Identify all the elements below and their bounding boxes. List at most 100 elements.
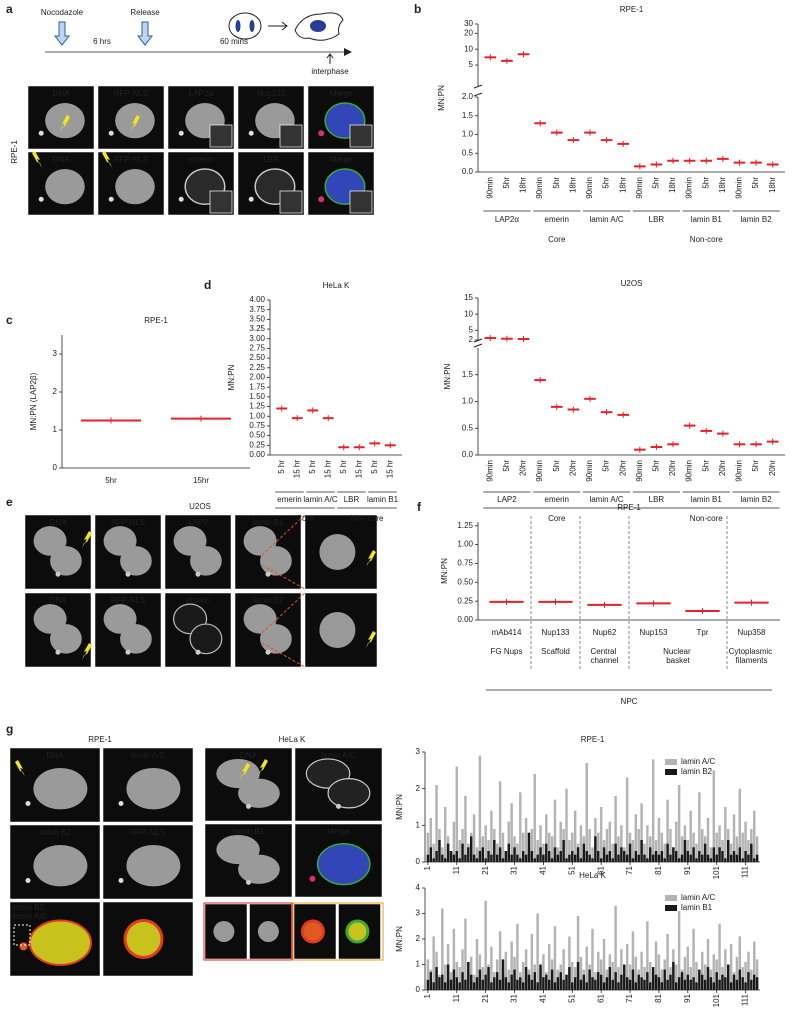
group-label: emerin: [277, 495, 301, 504]
bar: [455, 851, 458, 862]
bar: [559, 851, 562, 862]
legend-swatch: [665, 759, 677, 765]
category-label: 18hr: [718, 177, 727, 193]
bar: [582, 974, 586, 990]
bar: [666, 979, 669, 990]
bar: [545, 843, 548, 862]
bar: [556, 977, 560, 990]
bar: [597, 832, 600, 862]
y-tick-label: 0.0: [462, 167, 474, 176]
bar: [741, 858, 744, 862]
nucleus: [316, 842, 371, 886]
bar: [712, 954, 716, 990]
bar: [547, 944, 551, 990]
bar: [435, 851, 438, 862]
bar: [452, 969, 456, 990]
micronucleus-zoom: [257, 921, 279, 942]
bar: [516, 843, 519, 862]
bar: [675, 821, 678, 862]
x-tick-label: 31: [510, 865, 519, 874]
panel-label: d: [204, 278, 211, 292]
bar: [695, 858, 698, 862]
legend-swatch: [665, 905, 677, 911]
bar: [443, 807, 447, 862]
channel-label: Nup133: [257, 89, 286, 98]
category-label: 5hr: [751, 460, 760, 472]
panel-label: b: [414, 2, 421, 16]
cell-line-label: RPE-1: [88, 735, 112, 744]
micronucleus: [265, 649, 271, 655]
timeline-label: Nocodazole: [41, 8, 84, 17]
bar: [481, 847, 484, 862]
bar: [446, 964, 450, 990]
bar: [628, 843, 632, 862]
chart-title: HeLa K: [323, 281, 350, 290]
channel-label: DNA: [53, 155, 71, 164]
micronucleus: [25, 801, 31, 806]
category-label: 5hr: [652, 460, 661, 472]
panel-label: c: [6, 313, 13, 327]
micronucleus: [55, 571, 61, 577]
y-tick-label: 3: [416, 747, 421, 756]
category-label: 15 hr: [385, 460, 394, 479]
bar: [455, 977, 458, 990]
channel-label: lamin A/C: [131, 751, 165, 760]
bar: [426, 854, 430, 862]
bar: [545, 974, 548, 990]
micronucleus: [178, 196, 184, 202]
bar: [510, 854, 513, 862]
bar: [458, 858, 461, 862]
channel-label: lamin B1: [233, 827, 265, 836]
bar: [752, 941, 756, 990]
bar: [706, 818, 710, 862]
bar: [646, 825, 649, 862]
category-label: Nup153: [639, 628, 668, 637]
y-tick-label: 1.75: [249, 382, 265, 391]
chromosomes: [249, 20, 255, 32]
bar: [452, 821, 456, 862]
y-tick-label: 0.50: [249, 431, 265, 440]
bar: [527, 832, 531, 862]
channel-label: emerin: [186, 596, 210, 605]
bar: [597, 972, 600, 990]
bar: [695, 961, 698, 990]
bar: [712, 982, 716, 990]
group-label: lamin B2: [741, 495, 773, 504]
zoom-connector: [261, 514, 306, 590]
bar: [715, 854, 718, 862]
y-axis-label: MN:PN: [440, 558, 449, 584]
bar: [657, 818, 661, 862]
timeline-label: Release: [130, 8, 160, 17]
channel-label: emerin: [189, 155, 213, 164]
bar: [712, 847, 716, 862]
bar: [672, 961, 675, 990]
bar: [611, 858, 614, 862]
bar: [755, 836, 759, 862]
bar: [680, 836, 684, 862]
bar: [692, 977, 695, 990]
bar: [608, 821, 612, 862]
bar: [634, 982, 638, 990]
bar: [455, 766, 458, 862]
bar: [729, 854, 733, 862]
channel-label: DNA: [50, 596, 68, 605]
bar: [660, 969, 664, 990]
micronucleus: [318, 196, 325, 203]
bar: [524, 854, 528, 862]
x-tick-label: 41: [539, 993, 548, 1002]
micronucleus: [195, 571, 201, 577]
bar: [602, 982, 606, 990]
bar: [614, 972, 617, 990]
category-label: 20hr: [568, 460, 577, 476]
panel-label: e: [6, 495, 13, 509]
bar: [533, 774, 536, 862]
bar: [585, 982, 588, 990]
bar: [507, 982, 510, 990]
bar: [718, 847, 721, 862]
bar: [729, 982, 733, 990]
y-axis-label: MN:PN: [395, 794, 404, 820]
group-label: emerin: [545, 215, 569, 224]
nucleus: [120, 624, 152, 654]
x-tick-label: 31: [510, 993, 519, 1002]
y-tick-label: 0.00: [457, 615, 473, 624]
